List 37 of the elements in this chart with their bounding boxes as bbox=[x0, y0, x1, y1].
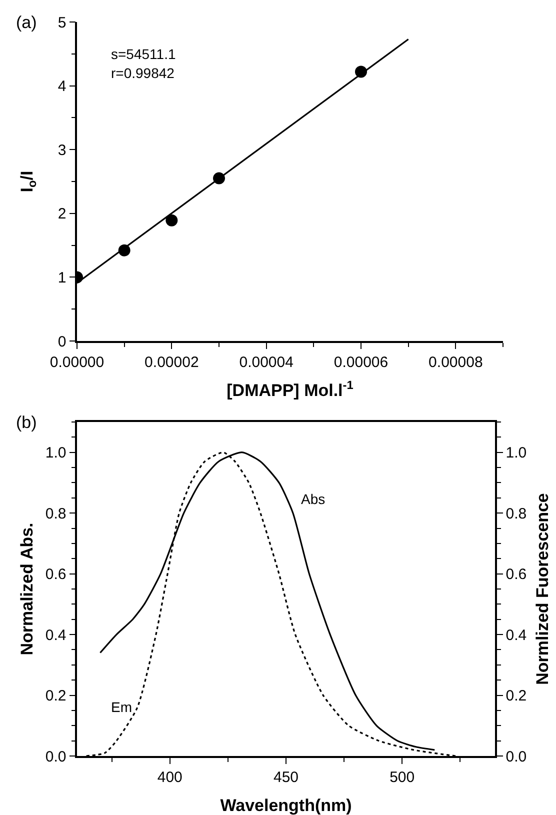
x-tick-label: 0.00000 bbox=[50, 354, 104, 371]
x-tick-label: 400 bbox=[157, 768, 182, 786]
series-label: Em bbox=[111, 699, 132, 715]
y-tick-label: 0.6 bbox=[45, 566, 66, 584]
series-label: Abs bbox=[301, 491, 326, 507]
y2-tick-label: 0.4 bbox=[506, 626, 527, 644]
y-tick-label: 0 bbox=[58, 333, 66, 350]
x-axis-title: Wavelength(nm) bbox=[220, 796, 352, 815]
y-tick-label: 5 bbox=[58, 14, 66, 32]
y-tick-label: 4 bbox=[58, 78, 66, 96]
y-tick-label: 1.0 bbox=[45, 444, 66, 462]
x-tick-label: 500 bbox=[390, 768, 415, 786]
x-axis-title: [DMAPP] Mol.l$^{-1}$ bbox=[226, 378, 354, 400]
y-axis-title: Normalized Abs. bbox=[18, 522, 36, 656]
chart-title: (a) bbox=[16, 13, 37, 32]
x-tick-label: 0.00004 bbox=[239, 354, 294, 371]
point bbox=[166, 214, 178, 226]
y-tick-label: 0.0 bbox=[45, 748, 66, 766]
y-tick-label: 0.4 bbox=[45, 626, 66, 644]
y-tick-label: 2 bbox=[58, 206, 66, 223]
x-tick-label: 450 bbox=[273, 768, 299, 786]
x-tick-label: 0.00008 bbox=[428, 354, 483, 371]
y-tick-label: 3 bbox=[58, 142, 66, 159]
y2-tick-label: 0.2 bbox=[506, 688, 527, 705]
x-tick-label: 0.00002 bbox=[144, 354, 199, 371]
y2-axis-title: Normlized Fuorescence bbox=[533, 493, 552, 685]
y2-tick-label: 0.6 bbox=[506, 566, 527, 584]
annotation: r=0.99842 bbox=[111, 65, 175, 81]
x-tick-label: 0.00006 bbox=[334, 354, 388, 371]
annotation: s=54511.1 bbox=[111, 46, 176, 62]
y2-tick-label: 0.0 bbox=[506, 748, 527, 766]
y-tick-label: 1 bbox=[58, 269, 66, 286]
y2-tick-label: 0.8 bbox=[506, 505, 527, 522]
y-tick-label: 0.2 bbox=[45, 688, 66, 705]
chart-title: (b) bbox=[16, 413, 37, 432]
y2-tick-label: 1.0 bbox=[506, 444, 527, 462]
y-tick-label: 0.8 bbox=[45, 505, 66, 522]
